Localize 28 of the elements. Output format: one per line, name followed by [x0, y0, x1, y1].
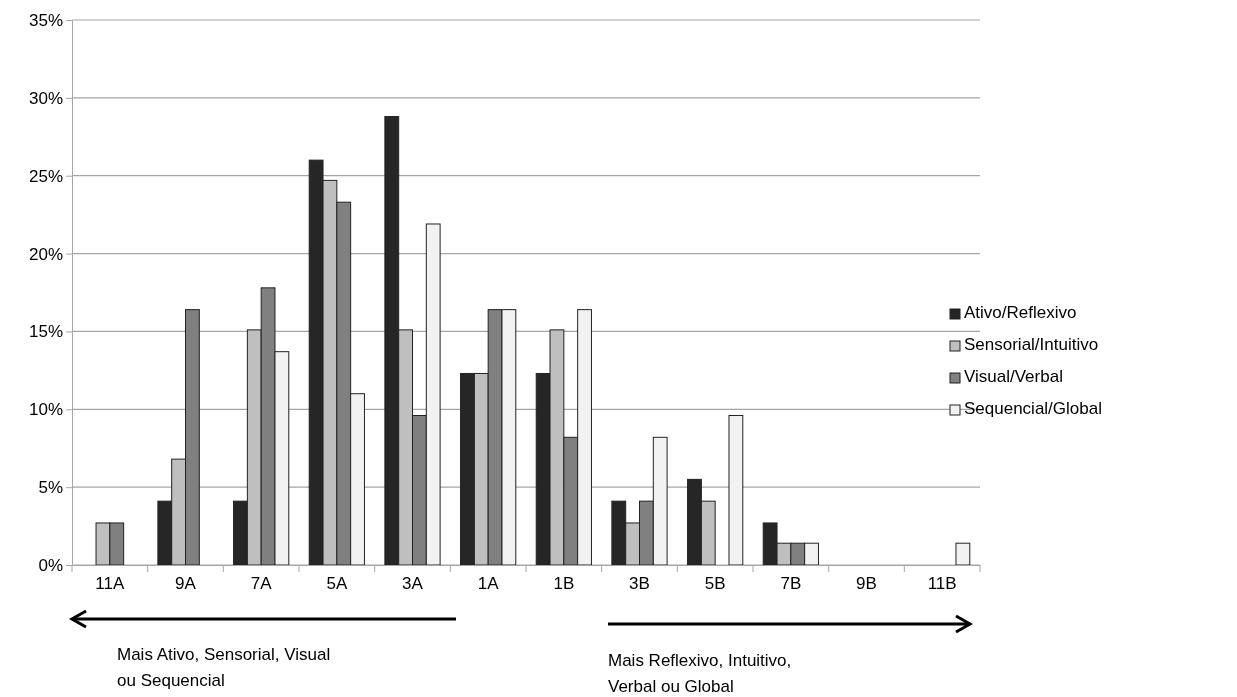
x-tick-label: 11A: [95, 574, 125, 594]
x-tick-label: 7B: [780, 574, 802, 594]
legend-label: Visual/Verbal: [964, 367, 1063, 386]
legend-label: Ativo/Reflexivo: [964, 303, 1077, 322]
x-tick-label: 7A: [250, 574, 273, 594]
text: Mais Reflexivo, Intuitivo, Verbal ou Global: [608, 651, 792, 696]
bar: [728, 415, 744, 566]
y-tick-label: 0%: [38, 555, 63, 575]
legend-label: Sensorial/Intuitivo: [964, 335, 1099, 354]
legend-label: Sequencial/Global: [964, 399, 1102, 418]
x-tick-label: 3B: [629, 574, 650, 594]
y-tick-label: 20%: [28, 244, 63, 264]
y-tick-label: 25%: [28, 166, 63, 186]
y-tick-label: 5%: [38, 478, 63, 498]
y-tick-label: 15%: [28, 322, 63, 342]
bar: [955, 542, 971, 566]
x-tick-label: 9A: [175, 574, 197, 594]
text: Mais Ativo, Sensorial, Visual ou Sequencial: [117, 645, 331, 690]
x-tick-label: 5B: [704, 574, 726, 594]
x-tick-label: 3A: [402, 574, 424, 594]
y-tick-label: 35%: [28, 10, 63, 30]
x-tick-label: 1B: [553, 574, 575, 594]
x-tick-label: 1A: [477, 574, 500, 594]
x-tick-label: 5A: [326, 574, 348, 594]
y-tick-label: 10%: [28, 400, 63, 420]
x-tick-label: 9B: [856, 574, 877, 594]
y-tick-label: 30%: [28, 88, 63, 108]
x-tick-label: 11B: [927, 574, 957, 594]
